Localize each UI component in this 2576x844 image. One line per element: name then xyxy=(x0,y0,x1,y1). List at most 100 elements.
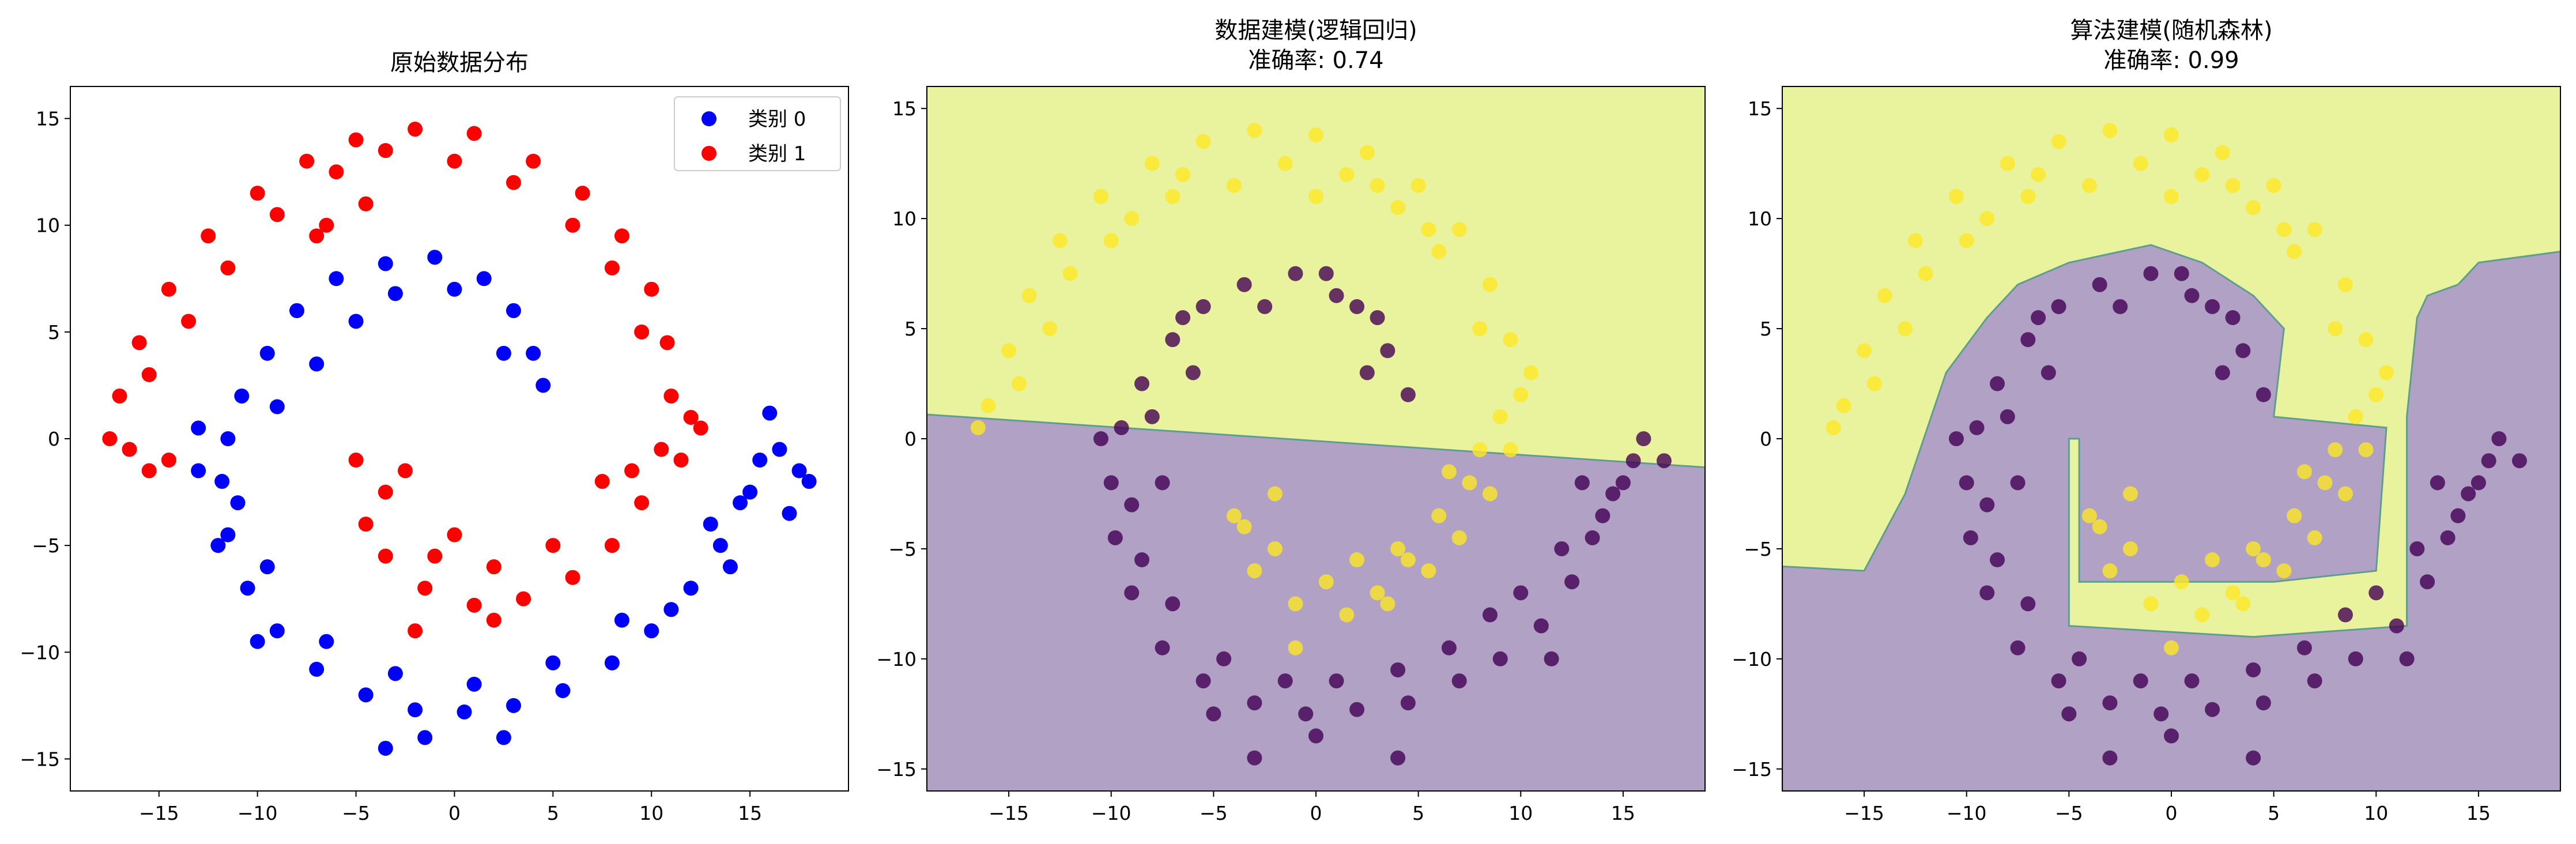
data-point-series-0 xyxy=(1062,266,1078,281)
data-point-series-1 xyxy=(2184,288,2200,303)
data-point-series-1 xyxy=(1990,552,2005,568)
data-point-series-0 xyxy=(191,463,206,478)
data-point-series-1 xyxy=(1564,574,1580,590)
x-tick-label: 0 xyxy=(448,802,461,824)
x-tick-label: 5 xyxy=(1412,802,1424,824)
data-point-series-1 xyxy=(398,463,413,478)
data-point-series-0 xyxy=(408,702,423,718)
data-point-series-1 xyxy=(2420,574,2435,590)
data-point-series-1 xyxy=(2256,387,2271,402)
legend: 类别 0 类别 1 xyxy=(674,96,841,171)
data-point-series-1 xyxy=(1165,332,1180,348)
data-point-series-0 xyxy=(1144,156,1160,171)
data-point-series-1 xyxy=(309,228,325,244)
data-point-series-0 xyxy=(1898,321,1913,337)
data-point-series-0 xyxy=(230,495,246,511)
data-point-series-1 xyxy=(1482,607,1498,623)
data-point-series-0 xyxy=(250,634,265,649)
data-point-series-0 xyxy=(2337,486,2353,502)
data-point-series-1 xyxy=(1963,530,1978,545)
data-point-series-0 xyxy=(496,345,511,361)
data-point-series-1 xyxy=(1400,387,1416,402)
data-point-series-0 xyxy=(1370,178,1385,193)
x-tick-label: −5 xyxy=(2055,802,2083,824)
data-point-series-1 xyxy=(565,570,580,585)
data-point-series-0 xyxy=(742,484,758,500)
data-point-series-1 xyxy=(2246,662,2261,677)
x-tick-label: 15 xyxy=(2466,802,2491,824)
data-point-series-0 xyxy=(2174,574,2189,590)
data-point-series-1 xyxy=(2072,651,2087,666)
data-point-series-1 xyxy=(161,453,176,468)
data-point-series-0 xyxy=(1339,607,1355,623)
data-point-series-1 xyxy=(2164,728,2179,744)
data-point-series-0 xyxy=(2235,596,2251,612)
data-point-series-1 xyxy=(378,548,393,564)
data-point-series-0 xyxy=(1400,552,1416,568)
data-point-series-0 xyxy=(1421,563,1436,579)
x-tick-label: −15 xyxy=(989,802,1029,824)
data-point-series-0 xyxy=(2287,508,2302,523)
data-point-series-1 xyxy=(2051,673,2066,689)
data-point-series-0 xyxy=(1226,508,1242,523)
data-point-series-1 xyxy=(1308,728,1323,744)
data-point-series-0 xyxy=(555,683,571,698)
data-point-series-0 xyxy=(1021,288,1037,303)
data-point-series-0 xyxy=(1247,563,1262,579)
data-point-series-1 xyxy=(1492,651,1508,666)
data-point-series-1 xyxy=(1247,695,1262,711)
data-point-series-1 xyxy=(2450,508,2466,523)
data-point-series-0 xyxy=(1236,519,1252,534)
data-point-series-0 xyxy=(1836,398,1851,413)
data-point-series-1 xyxy=(2010,475,2026,491)
data-point-series-0 xyxy=(2164,640,2179,655)
data-point-series-1 xyxy=(358,517,374,532)
data-point-series-0 xyxy=(214,474,230,489)
data-point-series-0 xyxy=(2328,442,2343,458)
data-point-series-0 xyxy=(2194,607,2210,623)
data-point-series-0 xyxy=(240,581,255,596)
data-point-series-1 xyxy=(1359,365,1375,380)
data-point-series-1 xyxy=(201,228,216,244)
data-point-series-1 xyxy=(1554,541,1570,556)
data-point-series-1 xyxy=(378,143,393,159)
data-point-series-0 xyxy=(259,559,275,575)
data-point-series-1 xyxy=(447,153,462,169)
data-point-series-1 xyxy=(2440,530,2456,545)
data-point-series-0 xyxy=(791,463,807,478)
data-point-series-0 xyxy=(545,655,561,670)
data-point-series-1 xyxy=(2020,332,2036,348)
data-point-series-1 xyxy=(378,484,393,500)
data-point-series-0 xyxy=(2051,134,2066,149)
data-point-series-1 xyxy=(358,196,374,212)
x-tick-label: 5 xyxy=(2268,802,2280,824)
data-point-series-0 xyxy=(269,399,285,415)
data-point-series-0 xyxy=(1451,222,1467,238)
data-point-series-1 xyxy=(2102,695,2118,711)
data-point-series-0 xyxy=(387,286,403,302)
data-point-series-0 xyxy=(970,420,986,435)
data-point-series-0 xyxy=(1318,574,1334,590)
data-point-series-0 xyxy=(2133,156,2148,171)
decision-boundary xyxy=(927,413,1705,469)
data-point-series-0 xyxy=(2164,127,2179,143)
data-point-series-0 xyxy=(457,704,472,719)
data-point-series-1 xyxy=(2205,702,2220,717)
x-tick-label: 0 xyxy=(2166,802,2178,824)
data-point-series-0 xyxy=(2368,387,2384,402)
x-tick-label: 10 xyxy=(639,802,663,824)
data-point-series-0 xyxy=(772,442,787,457)
y-tick-label: −10 xyxy=(1732,648,1772,670)
data-point-series-1 xyxy=(141,463,157,478)
data-point-series-1 xyxy=(408,623,423,639)
data-point-series-1 xyxy=(1595,508,1611,523)
data-point-series-0 xyxy=(733,495,748,511)
data-point-series-1 xyxy=(1318,266,1334,281)
data-point-series-1 xyxy=(506,175,521,190)
data-point-series-1 xyxy=(1451,673,1467,689)
y-tick-label: 0 xyxy=(1760,428,1772,450)
data-point-series-0 xyxy=(1877,288,1892,303)
data-point-series-1 xyxy=(1185,365,1201,380)
data-point-series-0 xyxy=(1462,475,1477,491)
x-tick-label: 10 xyxy=(2364,802,2388,824)
